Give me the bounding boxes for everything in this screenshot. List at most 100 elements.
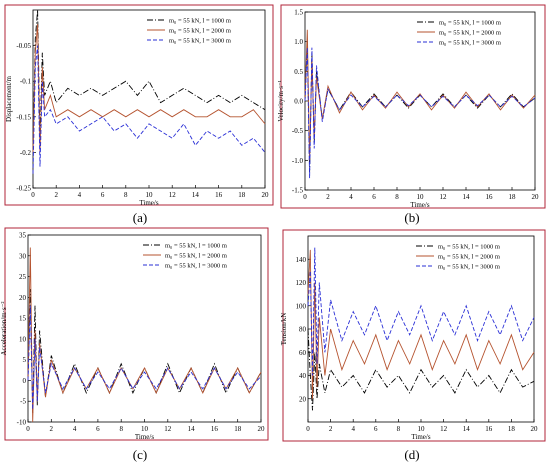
y-tick-label: 20 (19, 294, 27, 302)
series-line-2 (307, 249, 535, 399)
x-tick-label: 2 (54, 191, 58, 199)
x-axis-label: Time/s (135, 433, 154, 441)
series-line-1 (304, 41, 536, 173)
panel-frame-b (280, 4, 546, 209)
legend-label-1: m₀ = 55 kN, l = 1000 m (439, 20, 501, 27)
x-tick-label: 4 (351, 425, 355, 433)
x-tick-label: 4 (349, 193, 353, 201)
series-line-3 (27, 305, 262, 410)
y-tick-label: 80 (299, 326, 307, 334)
x-tick-label: 16 (486, 193, 494, 201)
panel-b: 0 2 4 6 8 10 12 14 16 18 20 -1.5 -1.0 -0.5 0.0 0.5 1.0 1.… (277, 4, 546, 209)
y-tick-label: 20 (299, 395, 307, 403)
legend-label-3: m₀ = 55 kN, l = 3000 m (438, 264, 500, 271)
x-tick-label: 8 (124, 191, 128, 199)
x-tick-label: 0 (303, 193, 307, 201)
series-line-3 (307, 247, 535, 376)
legend-label-2: m₀ = 55 kN, l = 2000 m (439, 30, 501, 37)
x-tick-label: 0 (306, 425, 310, 433)
x-tick-label: 12 (440, 193, 448, 201)
y-tick-label: -1.0 (292, 157, 304, 165)
y-tick-label: -5 (20, 398, 26, 406)
y-tick-label: -1.5 (292, 187, 304, 195)
y-tick-label: -0.05 (16, 42, 31, 50)
x-tick-label: 16 (211, 425, 219, 433)
legend-label-2: m₀ = 55 kN, l = 2000 m (165, 253, 227, 260)
x-tick-label: 14 (188, 425, 196, 433)
x-tick-label: 20 (531, 425, 539, 433)
y-tick-label: 15 (19, 315, 27, 323)
y-tick-label: 140 (296, 256, 307, 264)
x-tick-label: 18 (508, 425, 516, 433)
legend-label-1: m₀ = 55 kN, l = 1000 m (165, 243, 227, 250)
x-tick-label: 10 (146, 191, 154, 199)
x-tick-label: 6 (96, 425, 100, 433)
x-tick-label: 8 (397, 425, 401, 433)
legend-label-3: m₀ = 55 kN, l = 3000 m (165, 263, 227, 270)
x-tick-label: 20 (258, 425, 266, 433)
series-line-3 (304, 47, 536, 179)
x-tick-label: 14 (463, 425, 471, 433)
x-tick-label: 0 (26, 425, 30, 433)
x-axis-label: Time/s (411, 433, 430, 441)
x-tick-label: 10 (417, 193, 425, 201)
series-line-2 (32, 24, 266, 153)
x-tick-label: 16 (485, 425, 493, 433)
x-tick-label: 8 (119, 425, 123, 433)
y-tick-label: 10 (19, 335, 27, 343)
x-tick-label: 4 (73, 425, 77, 433)
y-tick-label: -0.5 (292, 127, 304, 135)
panel-caption-d: (d) (404, 447, 419, 462)
y-tick-label: 30 (19, 252, 27, 260)
x-tick-label: 14 (192, 191, 200, 199)
x-tick-label: 2 (329, 425, 333, 433)
series-line-2 (27, 247, 262, 423)
y-axis-label: Acceleration/m·s⁻² (0, 302, 8, 356)
y-tick-label: -0.2 (20, 149, 32, 157)
y-tick-label: 40 (299, 372, 307, 380)
x-tick-label: 20 (262, 191, 270, 199)
series-line-1 (32, 9, 266, 153)
panel-c: 0 2 4 6 8 10 12 14 16 18 20 -10 -5 0 5 10 15 20 25 30 35 Time… (0, 227, 269, 441)
panel-a: 0 2 4 6 8 10 12 14 16 18 20 -0.25 -0.2 -0.15 -0.1 -0.05… (4, 4, 274, 207)
x-tick-label: 18 (238, 191, 246, 199)
y-axis-label: Displacement/m (5, 76, 13, 122)
y-tick-label: -0.25 (16, 185, 31, 193)
x-tick-label: 4 (78, 191, 82, 199)
y-tick-label: 0.0 (294, 98, 303, 106)
x-tick-label: 12 (169, 191, 177, 199)
y-tick-label: -0.15 (16, 113, 31, 121)
y-tick-label: 25 (19, 273, 27, 281)
series-line-2 (304, 29, 536, 161)
legend-label-3: m₀ = 55 kN, l = 3000 m (439, 40, 501, 47)
panel-caption-a: (a) (133, 210, 147, 225)
x-tick-label: 18 (234, 425, 242, 433)
y-tick-label: 0 (23, 377, 27, 385)
x-tick-label: 6 (374, 425, 378, 433)
x-tick-label: 12 (164, 425, 172, 433)
x-tick-label: 10 (418, 425, 426, 433)
y-tick-label: 120 (296, 279, 307, 287)
x-tick-label: 18 (509, 193, 517, 201)
x-tick-label: 20 (532, 193, 540, 201)
x-tick-label: 6 (101, 191, 105, 199)
x-tick-label: 0 (31, 191, 35, 199)
panel-frame-a (4, 4, 274, 206)
x-axis-label: Time/s (410, 201, 429, 209)
series-line-1 (27, 288, 262, 414)
series-line-1 (307, 328, 535, 411)
x-tick-label: 2 (50, 425, 54, 433)
x-tick-label: 16 (215, 191, 223, 199)
y-axis-label: Velocity/m·s⁻¹ (277, 80, 285, 122)
x-tick-label: 10 (141, 425, 149, 433)
y-tick-label: -10 (17, 419, 27, 427)
x-tick-label: 2 (326, 193, 330, 201)
x-tick-label: 14 (463, 193, 471, 201)
legend-label-1: m₀ = 55 kN, l = 1000 m (438, 244, 500, 251)
y-axis-label: Tension/kN (280, 313, 288, 346)
x-tick-label: 8 (395, 193, 399, 201)
y-tick-label: 5 (23, 356, 27, 364)
y-tick-label: 60 (299, 349, 307, 357)
y-tick-label: 35 (19, 232, 27, 240)
